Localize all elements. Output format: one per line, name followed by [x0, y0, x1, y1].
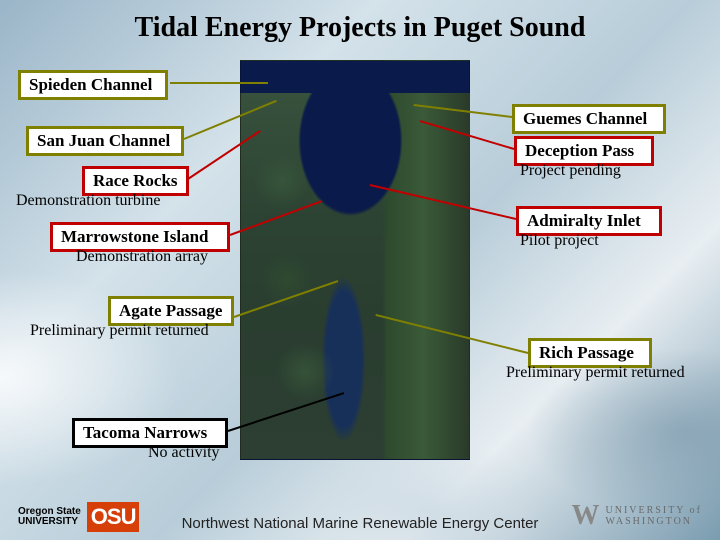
uw-line2: WASHINGTON: [606, 516, 702, 527]
satellite-map: [240, 60, 470, 460]
label-caption-rich: Preliminary permit returned: [506, 364, 685, 382]
osu-block: OSU: [87, 502, 140, 532]
leader-spieden: [170, 82, 268, 84]
osu-word2: UNIVERSITY: [18, 517, 81, 527]
label-caption-deception: Project pending: [520, 162, 621, 180]
label-caption-agate: Preliminary permit returned: [30, 322, 209, 340]
label-caption-tacoma: No activity: [148, 444, 220, 462]
label-caption-admiralty: Pilot project: [520, 232, 599, 250]
slide-title: Tidal Energy Projects in Puget Sound: [0, 12, 720, 44]
label-box-spieden: Spieden Channel: [18, 70, 168, 100]
logo-osu: Oregon State UNIVERSITY OSU: [18, 502, 139, 532]
label-caption-marrowstone: Demonstration array: [76, 248, 208, 266]
uw-w-icon: W: [572, 500, 600, 532]
label-caption-racerocks: Demonstration turbine: [16, 192, 160, 210]
logo-uw: W UNIVERSITY of WASHINGTON: [572, 500, 702, 532]
uw-line1: UNIVERSITY of: [606, 505, 702, 516]
label-box-sanjuan: San Juan Channel: [26, 126, 184, 156]
label-box-guemes: Guemes Channel: [512, 104, 666, 134]
